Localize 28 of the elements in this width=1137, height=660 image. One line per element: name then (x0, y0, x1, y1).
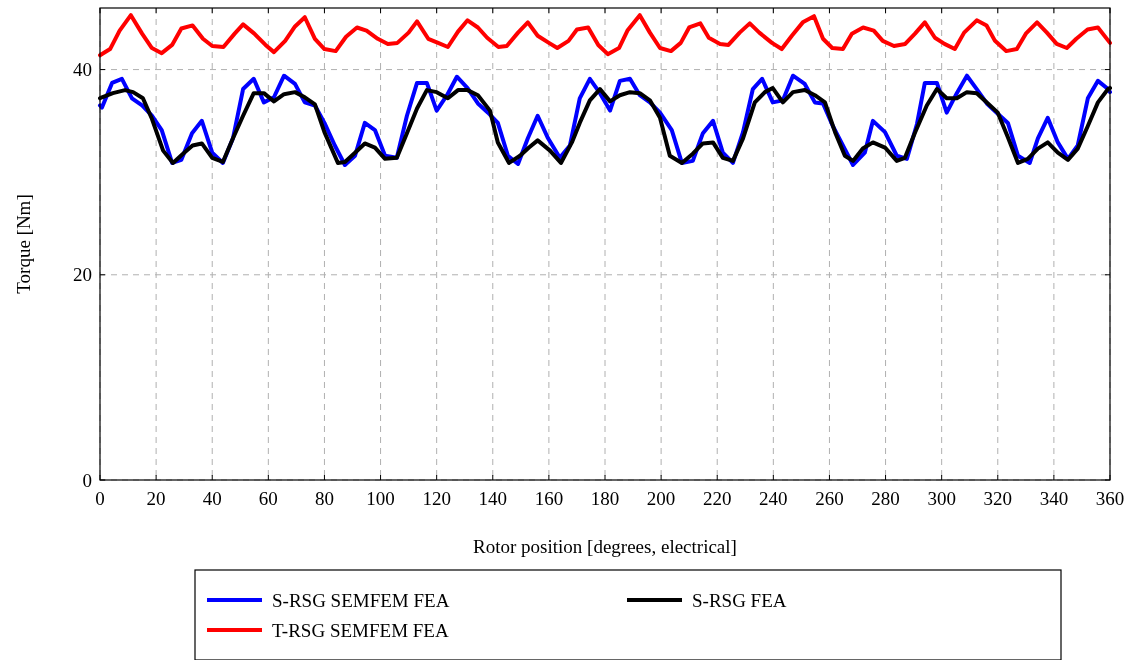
x-tick-label: 160 (534, 488, 564, 509)
y-tick-label: 40 (73, 59, 92, 81)
x-tick-label: 60 (258, 488, 278, 509)
x-tick-label: 260 (815, 488, 844, 509)
x-tick-label: 180 (590, 488, 620, 509)
x-tick-label: 120 (422, 488, 451, 509)
y-tick-label: 20 (73, 264, 92, 286)
legend-label: T-RSG SEMFEM FEA (272, 619, 449, 641)
x-tick-label: 280 (871, 488, 900, 509)
x-tick-label: 140 (478, 488, 508, 509)
x-tick-label: 100 (366, 488, 395, 509)
x-tick-label: 20 (146, 488, 166, 509)
x-tick-label: 240 (759, 488, 788, 509)
x-tick-label: 0 (95, 488, 105, 509)
x-tick-label: 40 (202, 488, 222, 509)
y-axis-title: Torque [Nm] (13, 194, 34, 294)
x-tick-label: 300 (927, 488, 956, 509)
x-tick-label: 220 (702, 488, 732, 509)
x-tick-label: 200 (646, 488, 676, 509)
y-tick-label: 0 (82, 469, 92, 491)
x-axis-title: Rotor position [degrees, electrical] (473, 536, 737, 557)
line-series (98, 13, 1112, 58)
x-tick-label: 80 (314, 488, 334, 509)
x-tick-label: 340 (1039, 488, 1069, 509)
legend-label: S-RSG SEMFEM FEA (272, 589, 450, 611)
x-tick-label: 360 (1095, 488, 1125, 509)
legend-label: S-RSG FEA (692, 589, 787, 611)
x-tick-label: 320 (983, 488, 1013, 509)
